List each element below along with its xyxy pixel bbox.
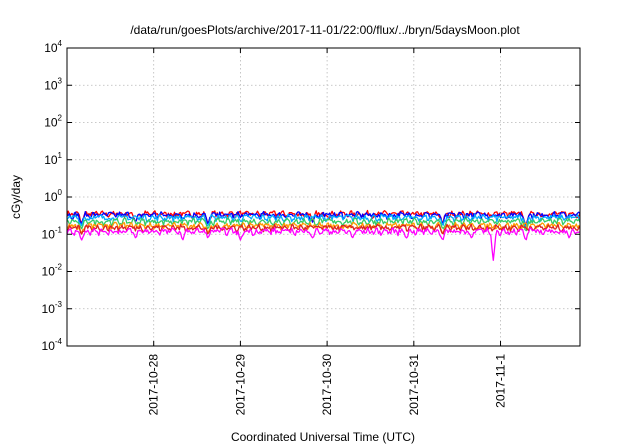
grid [67, 48, 580, 346]
y-tick-labels: 10-4 10-3 10-2 10-1 100 101 102 103 104 [42, 39, 63, 353]
series-line [66, 227, 581, 261]
x-tick-label: 2017-10-30 [320, 354, 334, 416]
x-tick-label: 2017-10-31 [407, 354, 421, 416]
series-line [66, 223, 581, 235]
chart-title: /data/run/goesPlots/archive/2017-11-01/2… [130, 23, 520, 37]
y-tick-label: 103 [44, 76, 62, 92]
x-tick-label: 2017-10-29 [233, 354, 247, 416]
y-tick-label: 10-2 [42, 263, 63, 279]
series-group [66, 209, 581, 261]
tick-marks [67, 47, 580, 347]
y-tick-label: 10-4 [42, 337, 63, 353]
y-tick-label: 101 [44, 151, 62, 167]
y-tick-label: 104 [44, 39, 62, 55]
y-tick-label: 102 [44, 114, 62, 130]
x-tick-label: 2017-10-28 [147, 354, 161, 416]
x-tick-label: 2017-11-1 [494, 354, 508, 408]
y-tick-label: 100 [44, 188, 62, 204]
y-axis-label: cGy/day [9, 175, 23, 219]
y-tick-label: 10-1 [42, 225, 63, 241]
series-line [66, 217, 581, 232]
series-line [66, 209, 581, 225]
y-tick-label: 10-3 [42, 300, 63, 316]
x-tick-labels: 2017-10-28 2017-10-29 2017-10-30 2017-10-31… [147, 354, 508, 416]
series-line [66, 221, 581, 234]
x-axis-label: Coordinated Universal Time (UTC) [231, 430, 415, 444]
